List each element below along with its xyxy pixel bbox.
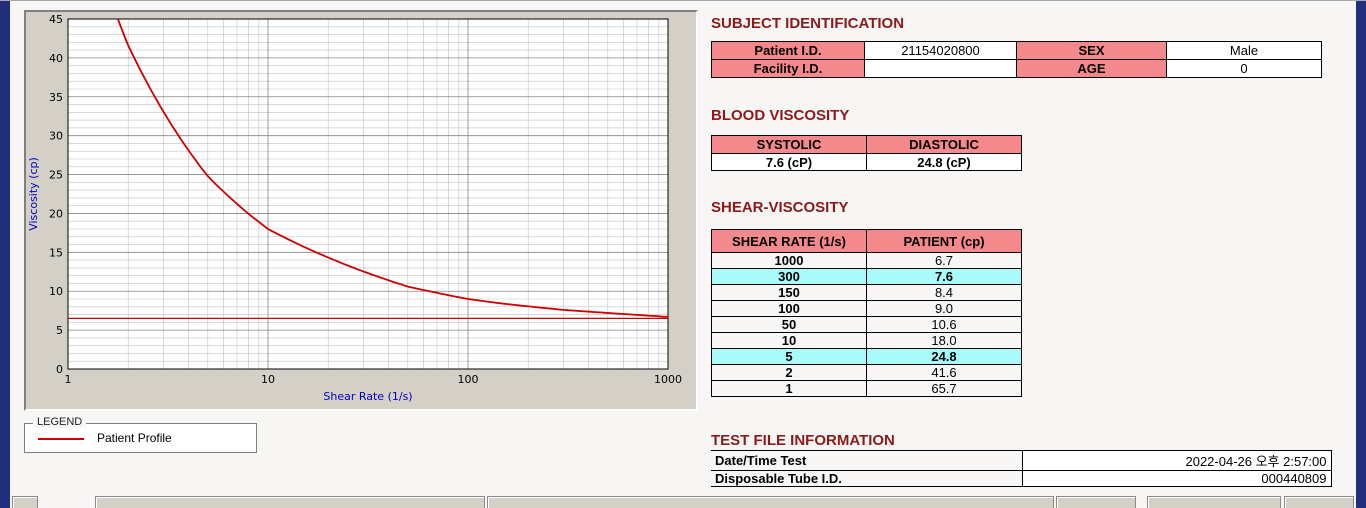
diastolic-header: DIASTOLIC — [866, 135, 1022, 154]
shear-viscosity-table: SHEAR RATE (1/s) PATIENT (cp) 1000 6.7 3… — [711, 229, 1022, 397]
shear-rate-value: 1 — [711, 380, 867, 397]
table-header-row: SHEAR RATE (1/s) PATIENT (cp) — [711, 229, 1022, 253]
svg-text:10: 10 — [49, 285, 63, 298]
table-row: Facility I.D. AGE 0 — [711, 59, 1322, 78]
svg-text:45: 45 — [49, 13, 63, 26]
age-label: AGE — [1016, 59, 1167, 78]
patient-value: 9.0 — [866, 300, 1022, 317]
sex-label: SEX — [1016, 41, 1167, 60]
patient-value: 7.6 — [866, 268, 1022, 285]
blood-viscosity-title: BLOOD VISCOSITY — [711, 107, 850, 124]
blood-viscosity-table: SYSTOLIC DIASTOLIC 7.6 (cP) 24.8 (cP) — [711, 135, 1022, 171]
test-file-information-table: Date/Time Test 2022-04-26 오후 2:57:00 Dis… — [711, 450, 1332, 487]
table-row-highlighted: 5 24.8 — [711, 348, 1022, 365]
svg-text:100: 100 — [458, 373, 479, 386]
legend-line-swatch — [38, 438, 84, 440]
svg-text:30: 30 — [49, 130, 63, 143]
shear-rate-value: 5 — [711, 348, 867, 365]
report-data-column: SUBJECT IDENTIFICATION Patient I.D. 2115… — [711, 1, 1351, 508]
bottom-panel-2[interactable] — [95, 496, 485, 508]
svg-text:20: 20 — [49, 207, 63, 220]
table-row: 150 8.4 — [711, 284, 1022, 301]
table-row: 1 65.7 — [711, 380, 1022, 397]
systolic-header: SYSTOLIC — [711, 135, 867, 154]
legend-series-label: Patient Profile — [97, 431, 172, 445]
patient-value: 10.6 — [866, 316, 1022, 333]
legend-box: LEGEND Patient Profile — [24, 416, 257, 453]
shear-rate-header: SHEAR RATE (1/s) — [711, 229, 867, 253]
patient-value: 6.7 — [866, 252, 1022, 269]
patient-cp-header: PATIENT (cp) — [866, 229, 1022, 253]
shear-rate-value: 50 — [711, 316, 867, 333]
patient-value: 18.0 — [866, 332, 1022, 349]
svg-text:Shear Rate (1/s): Shear Rate (1/s) — [323, 390, 412, 403]
svg-text:15: 15 — [49, 246, 63, 259]
systolic-value: 7.6 (cP) — [711, 153, 867, 171]
bottom-panel-4[interactable] — [1056, 496, 1136, 508]
left-edge-strip — [0, 1, 10, 508]
svg-text:1: 1 — [65, 373, 72, 386]
patient-value: 24.8 — [866, 348, 1022, 365]
svg-text:25: 25 — [49, 169, 63, 182]
shear-rate-value: 100 — [711, 300, 867, 317]
table-row: 50 10.6 — [711, 316, 1022, 333]
patient-value: 8.4 — [866, 284, 1022, 301]
svg-text:Viscosity (cp): Viscosity (cp) — [27, 157, 40, 231]
test-file-information-title: TEST FILE INFORMATION — [711, 432, 895, 449]
shear-rate-value: 10 — [711, 332, 867, 349]
subject-identification-title: SUBJECT IDENTIFICATION — [711, 15, 905, 32]
subject-identification-table: Patient I.D. 21154020800 SEX Male Facili… — [711, 41, 1322, 78]
disposable-tube-id-value: 000440809 — [1021, 470, 1332, 487]
facility-id-value — [864, 59, 1017, 78]
table-row: Patient I.D. 21154020800 SEX Male — [711, 41, 1322, 60]
bottom-panel-3[interactable] — [487, 496, 1054, 508]
shear-rate-value: 150 — [711, 284, 867, 301]
viscosity-chart: 0 5 10 15 20 25 30 35 40 45 1 10 100 1000 Shear Rate (… — [27, 13, 682, 403]
table-row: 10 18.0 — [711, 332, 1022, 349]
bottom-panel-6[interactable] — [1284, 496, 1354, 508]
date-time-test-label: Date/Time Test — [711, 450, 1023, 471]
shear-rate-value: 1000 — [711, 252, 867, 269]
svg-text:40: 40 — [49, 52, 63, 65]
patient-value: 65.7 — [866, 380, 1022, 397]
age-value: 0 — [1166, 59, 1322, 78]
svg-text:1000: 1000 — [654, 373, 682, 386]
date-time-test-value: 2022-04-26 오후 2:57:00 — [1021, 450, 1332, 471]
bottom-panel-5[interactable] — [1147, 496, 1281, 508]
table-row: Disposable Tube I.D. 000440809 — [711, 470, 1332, 487]
bottom-panel-1[interactable] — [12, 496, 38, 508]
shear-viscosity-title: SHEAR-VISCOSITY — [711, 199, 849, 216]
viscosity-chart-panel: 0 5 10 15 20 25 30 35 40 45 1 10 100 1000 Shear Rate (… — [24, 10, 698, 411]
table-row: 7.6 (cP) 24.8 (cP) — [711, 153, 1022, 171]
facility-id-label: Facility I.D. — [711, 59, 865, 78]
table-row-highlighted: 300 7.6 — [711, 268, 1022, 285]
legend-group-label: LEGEND — [33, 416, 87, 428]
svg-text:10: 10 — [261, 373, 275, 386]
diastolic-value: 24.8 (cP) — [866, 153, 1022, 171]
shear-rate-value: 300 — [711, 268, 867, 285]
patient-id-value: 21154020800 — [864, 41, 1017, 60]
svg-text:35: 35 — [49, 91, 63, 104]
disposable-tube-id-label: Disposable Tube I.D. — [711, 470, 1023, 487]
table-row: SYSTOLIC DIASTOLIC — [711, 135, 1022, 154]
sex-value: Male — [1166, 41, 1322, 60]
shear-rate-value: 2 — [711, 364, 867, 381]
svg-text:5: 5 — [56, 324, 63, 337]
right-edge-strip — [1356, 1, 1366, 508]
table-row: 100 9.0 — [711, 300, 1022, 317]
table-row: Date/Time Test 2022-04-26 오후 2:57:00 — [711, 450, 1332, 471]
table-row: 2 41.6 — [711, 364, 1022, 381]
patient-id-label: Patient I.D. — [711, 41, 865, 60]
patient-value: 41.6 — [866, 364, 1022, 381]
table-row: 1000 6.7 — [711, 252, 1022, 269]
svg-text:0: 0 — [56, 363, 63, 376]
